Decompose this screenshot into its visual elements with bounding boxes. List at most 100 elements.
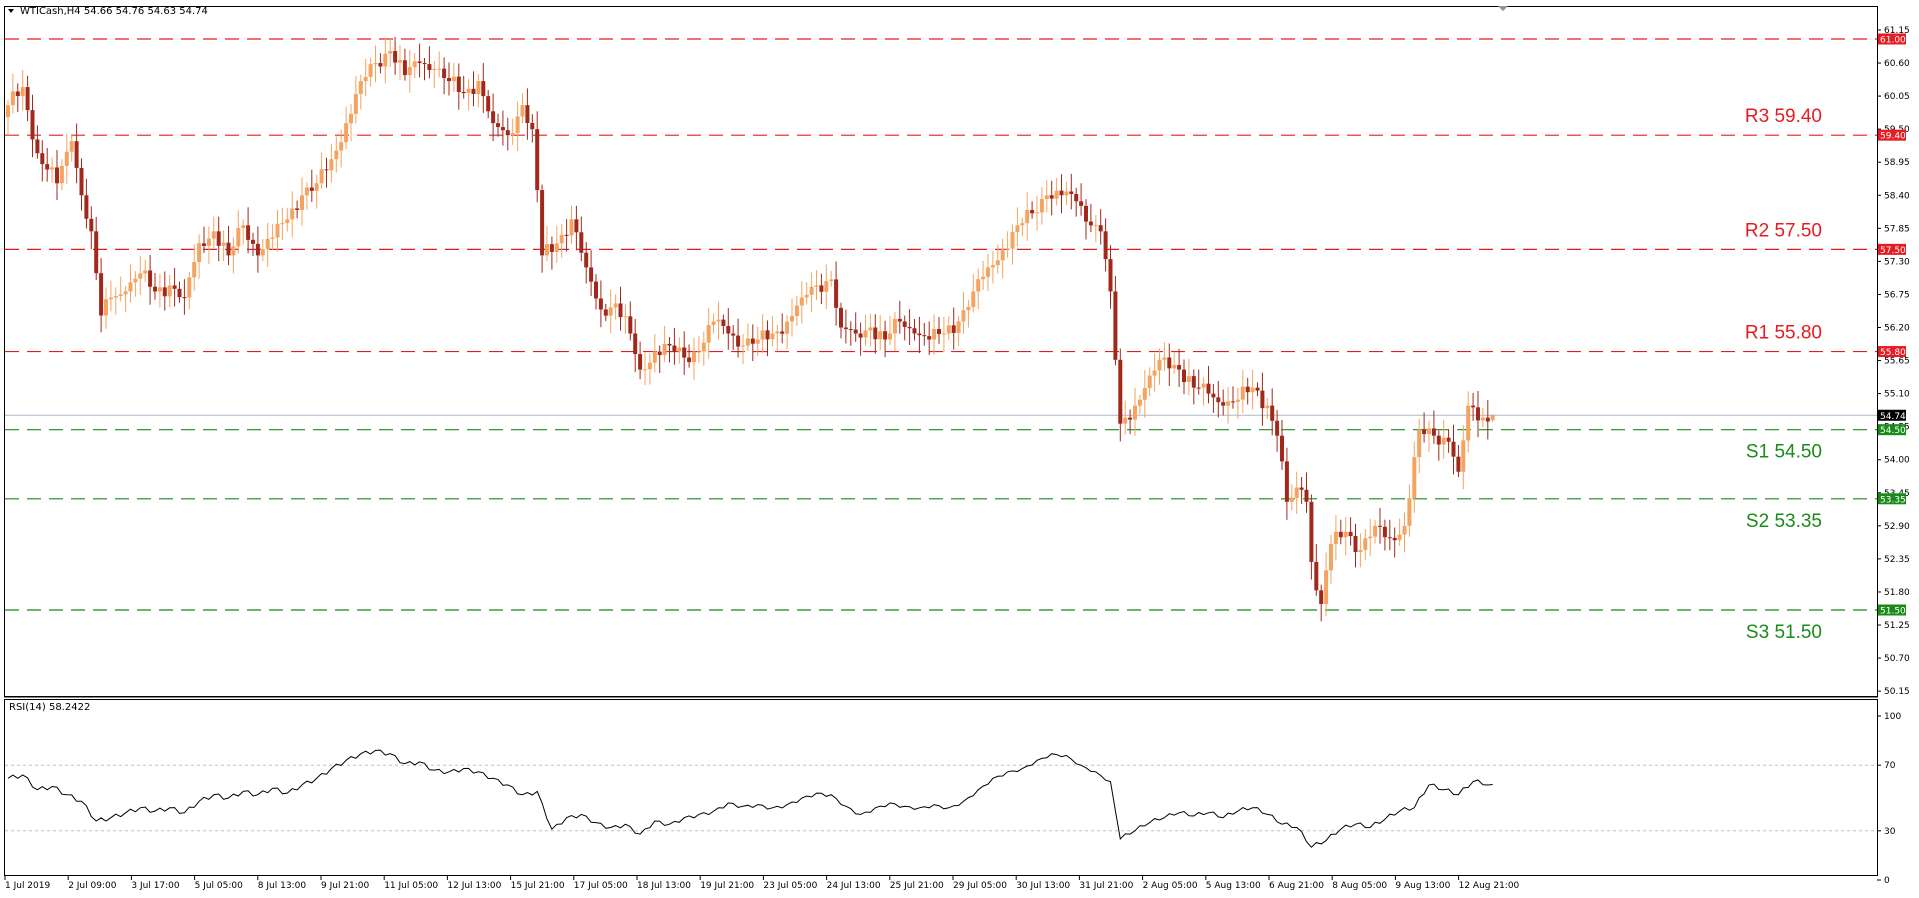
collapse-arrow-icon[interactable] xyxy=(8,9,14,13)
candle-body xyxy=(1436,435,1441,445)
candle-body xyxy=(525,105,530,123)
level-label-S3: S3 51.50 xyxy=(1746,622,1822,643)
chart-shift-marker-icon[interactable] xyxy=(1498,6,1508,11)
candle xyxy=(383,37,388,84)
candle-body xyxy=(628,316,633,334)
candle xyxy=(481,63,486,113)
candle-body xyxy=(6,105,10,118)
rsi-tick-label: 0 xyxy=(1884,876,1890,886)
candle-body xyxy=(138,273,143,279)
candle xyxy=(672,328,677,365)
candle xyxy=(447,62,451,96)
candle xyxy=(873,314,878,354)
candle-body xyxy=(579,232,584,253)
candle xyxy=(1177,348,1182,387)
price-badge-text: 59.40 xyxy=(1880,132,1906,142)
candle xyxy=(1333,515,1338,561)
time-tick-label: 11 Jul 05:00 xyxy=(384,881,438,891)
candle xyxy=(1167,343,1172,387)
candle xyxy=(1093,215,1098,243)
candle-body xyxy=(251,239,255,244)
candle-body xyxy=(868,327,873,331)
candle-body xyxy=(1005,248,1010,250)
candle-body xyxy=(108,297,113,300)
candle xyxy=(231,237,236,274)
candle-body xyxy=(829,279,834,282)
candle xyxy=(329,144,334,183)
candle xyxy=(638,341,643,380)
candle xyxy=(182,279,187,315)
candle-body xyxy=(731,333,736,336)
candle-body xyxy=(682,347,687,358)
candle-body xyxy=(1059,190,1064,196)
price-tick-label: 58.95 xyxy=(1884,158,1910,168)
candle-body xyxy=(667,343,672,346)
candle-body xyxy=(104,299,108,316)
candle-body xyxy=(1422,429,1427,435)
candle xyxy=(1299,477,1304,505)
candle xyxy=(946,316,951,341)
candle xyxy=(1417,418,1422,474)
candle xyxy=(598,280,603,328)
candle xyxy=(251,232,255,257)
candle xyxy=(104,287,108,329)
candle-body xyxy=(1211,393,1216,398)
candle-body xyxy=(1044,195,1049,200)
candle xyxy=(192,244,197,291)
candle xyxy=(824,264,829,310)
candle-body xyxy=(741,345,745,347)
candle xyxy=(363,58,368,97)
time-tick-label: 18 Jul 13:00 xyxy=(637,881,691,891)
candle xyxy=(368,57,373,87)
level-label-R2: R2 57.50 xyxy=(1745,220,1822,241)
candle xyxy=(633,318,638,373)
candle-body xyxy=(476,81,481,95)
time-tick-label: 1 Jul 2019 xyxy=(5,881,50,891)
candle xyxy=(236,210,241,254)
candle xyxy=(138,256,143,295)
time-tick-label: 3 Jul 17:00 xyxy=(131,881,180,891)
candle xyxy=(456,63,461,110)
candle-body xyxy=(750,338,755,344)
candle-body xyxy=(1275,420,1280,436)
candle-body xyxy=(407,67,412,76)
candle xyxy=(398,44,402,80)
candle-body xyxy=(1329,543,1333,571)
candle-body xyxy=(613,303,618,308)
candle xyxy=(1059,174,1064,214)
level-lines xyxy=(5,38,1877,611)
candle-body xyxy=(40,153,45,165)
candle xyxy=(780,313,785,344)
candle xyxy=(1088,204,1093,233)
candle-body xyxy=(1304,489,1309,502)
candle-body xyxy=(1133,405,1137,420)
candle-body xyxy=(1314,561,1319,591)
candle-body xyxy=(618,303,623,318)
candle xyxy=(1392,527,1397,558)
candle-body xyxy=(1221,402,1226,406)
candle-body xyxy=(824,281,829,292)
candle xyxy=(1368,518,1373,557)
candle xyxy=(1137,394,1142,415)
time-tick-label: 15 Jul 21:00 xyxy=(511,881,565,891)
candle-body xyxy=(505,130,510,136)
candle-body xyxy=(290,208,295,220)
candle xyxy=(270,224,275,250)
candle-body xyxy=(1088,221,1093,226)
candle-body xyxy=(809,286,814,295)
price-tick-label: 56.20 xyxy=(1884,324,1910,334)
candle-body xyxy=(461,91,466,94)
candle-body xyxy=(569,219,574,236)
candle xyxy=(1147,367,1152,397)
candle-body xyxy=(785,321,790,334)
candle-body xyxy=(834,279,839,308)
candle xyxy=(6,100,10,136)
price-tick-label: 55.65 xyxy=(1884,357,1910,367)
candle xyxy=(1010,224,1015,265)
candle xyxy=(549,236,554,270)
candle-body xyxy=(1348,531,1353,537)
candle-body xyxy=(878,331,883,340)
candle xyxy=(956,315,961,347)
